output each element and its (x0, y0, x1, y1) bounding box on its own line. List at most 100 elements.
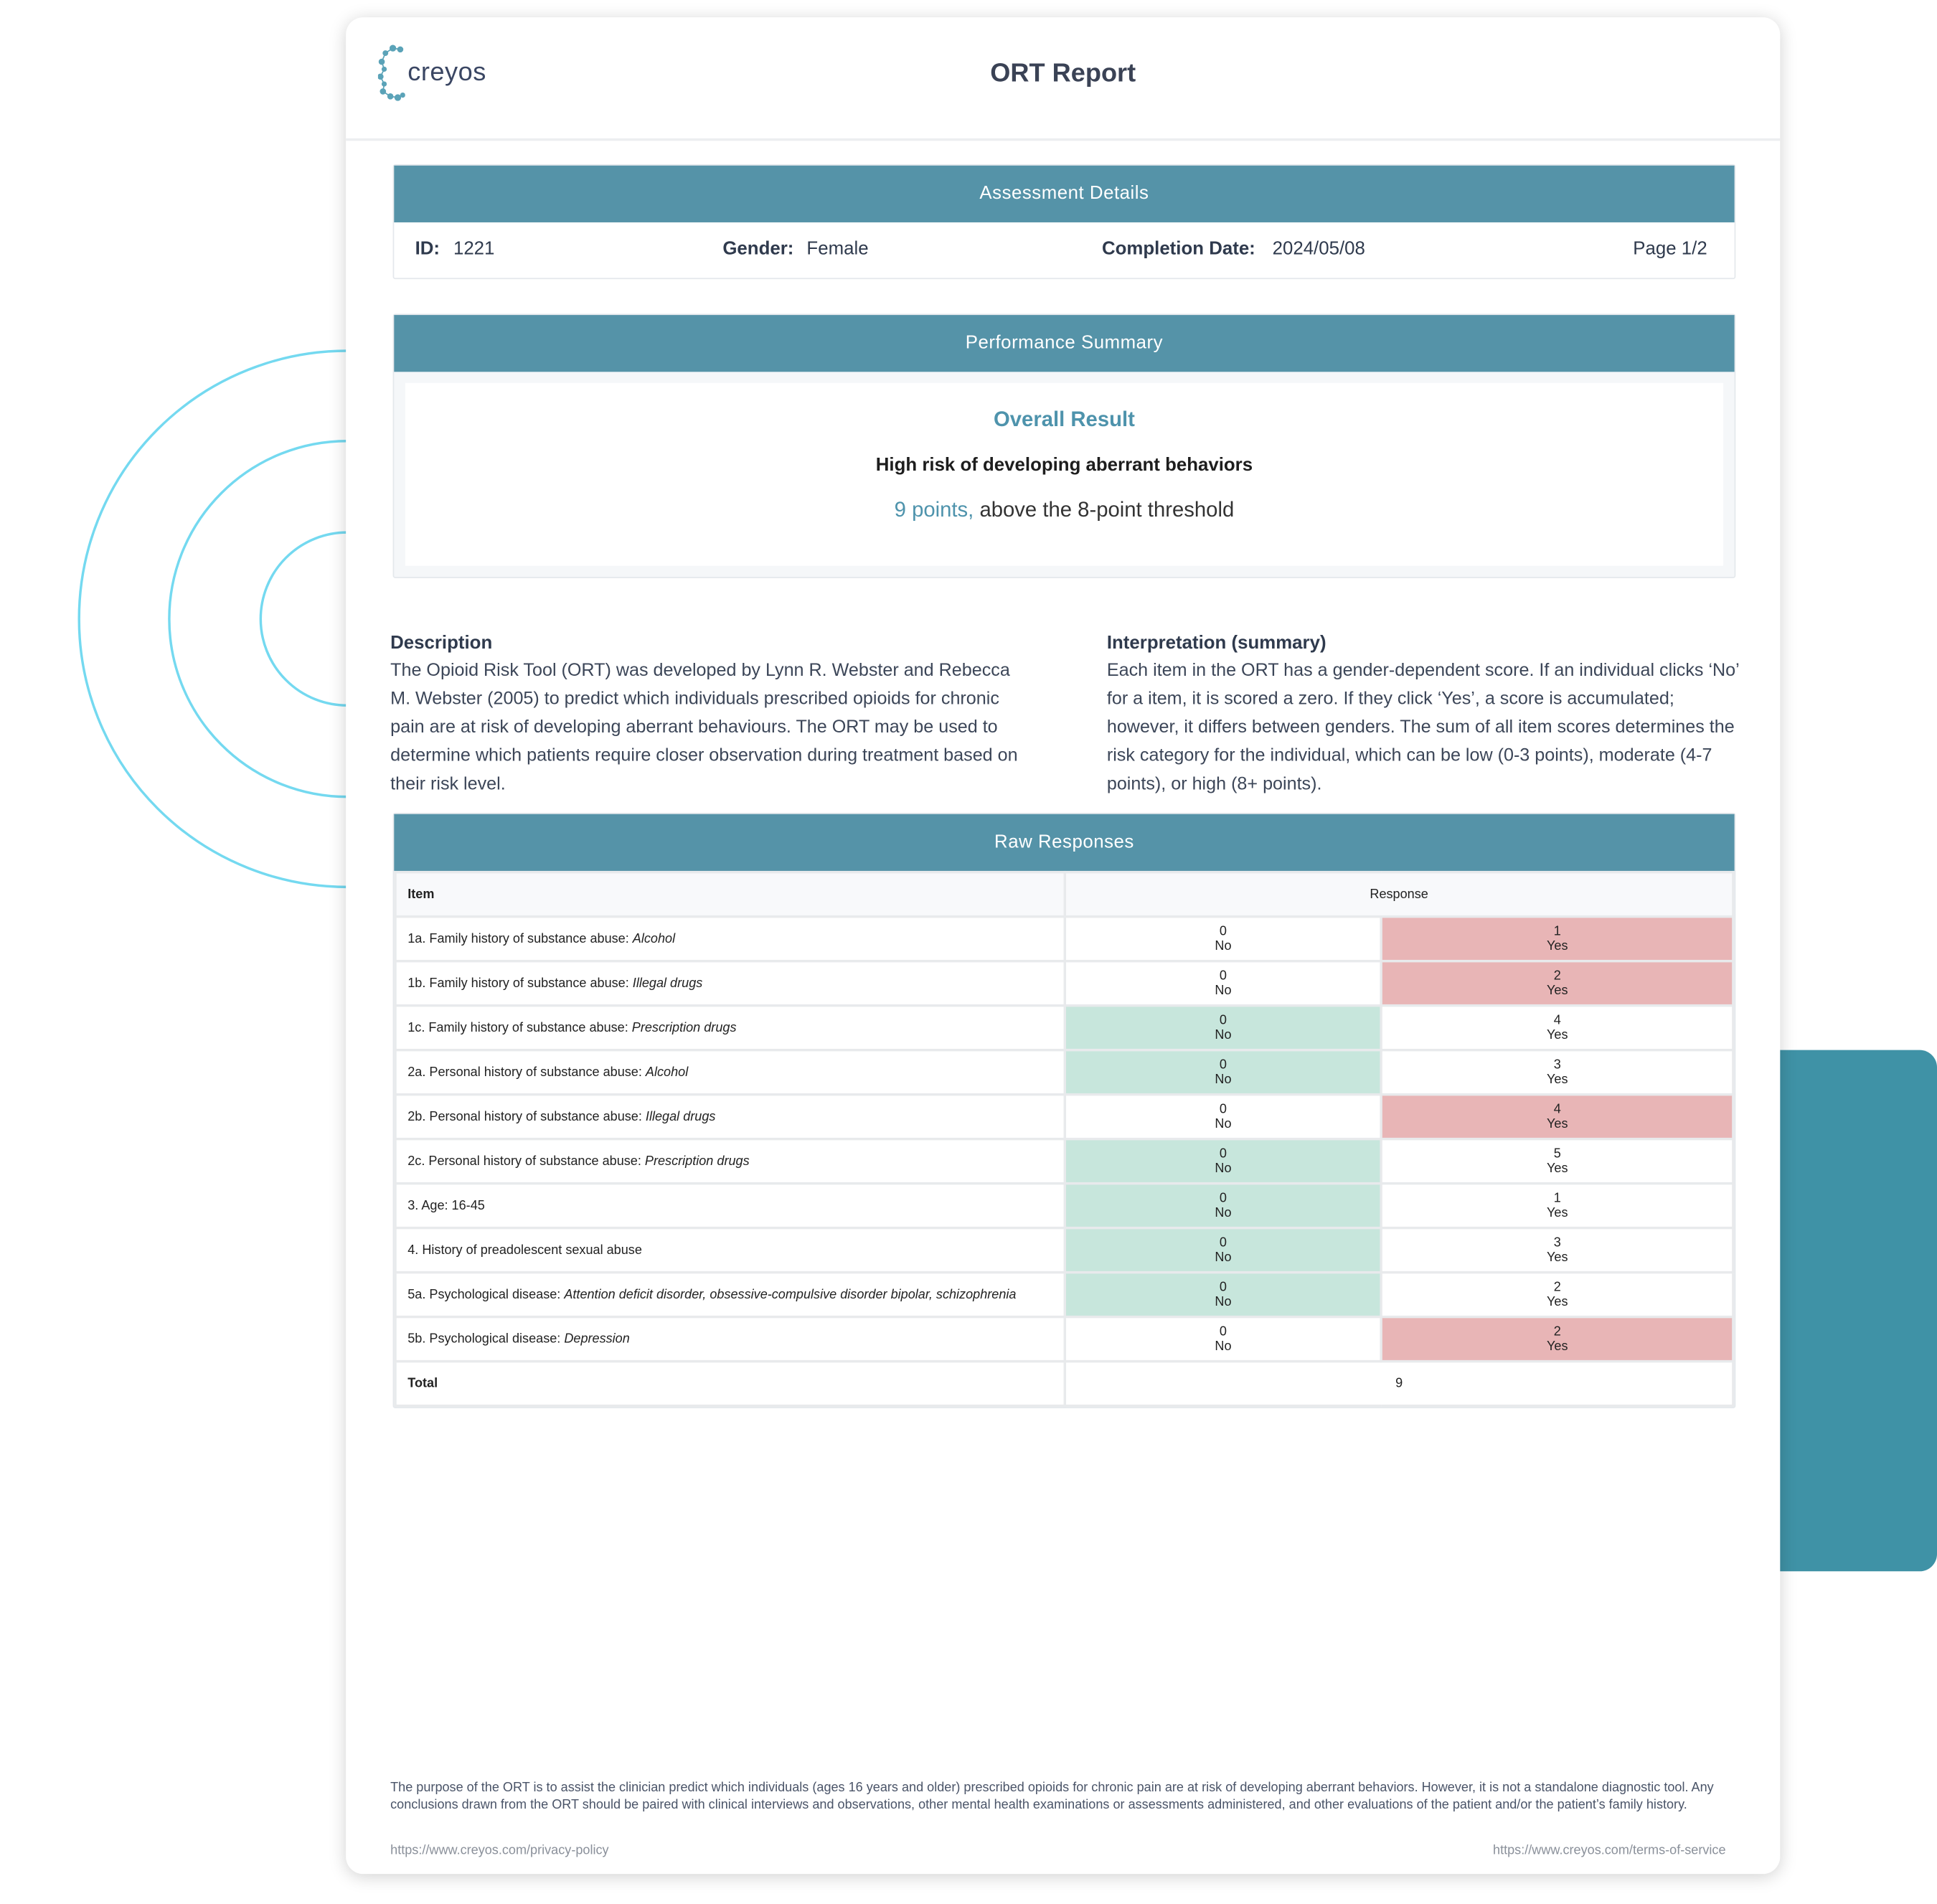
no-score: 0 (1219, 1146, 1227, 1161)
logo: creyos (377, 44, 486, 101)
no-label: No (1215, 1161, 1232, 1177)
privacy-policy-link[interactable]: https://www.creyos.com/privacy-policy (390, 1843, 609, 1858)
response-no-cell: 0 No (1063, 1137, 1383, 1185)
item-text: 2c. Personal history of substance abuse: (407, 1154, 645, 1169)
no-label: No (1215, 1027, 1232, 1043)
item-cell: 1b. Family history of substance abuse: I… (394, 959, 1067, 1007)
yes-score: 4 (1553, 1012, 1561, 1028)
item-text: 5a. Psychological disease: (407, 1287, 565, 1302)
response-no-cell: 0 No (1063, 1093, 1383, 1141)
no-label: No (1215, 1339, 1232, 1354)
section-heading: Assessment Details (394, 165, 1735, 222)
gender-value: Female (806, 238, 869, 260)
total-value: 9 (1063, 1359, 1735, 1408)
no-score: 0 (1219, 1012, 1227, 1028)
item-detail: Depression (564, 1332, 630, 1347)
item-text: 1b. Family history of substance abuse: (407, 976, 633, 991)
date-value: 2024/05/08 (1272, 238, 1365, 260)
table-row: 4. History of preadolescent sexual abuse… (394, 1226, 1735, 1274)
response-yes-cell: 3 Yes (1380, 1048, 1735, 1096)
item-cell: 5b. Psychological disease: Depression (394, 1315, 1067, 1363)
section-heading: Performance Summary (394, 315, 1735, 372)
no-label: No (1215, 1205, 1232, 1221)
yes-label: Yes (1547, 1161, 1568, 1177)
table-row: 1a. Family history of substance abuse: A… (394, 915, 1735, 963)
table-row: 2b. Personal history of substance abuse:… (394, 1093, 1735, 1141)
item-cell: 2a. Personal history of substance abuse:… (394, 1048, 1067, 1096)
item-text: 1c. Family history of substance abuse: (407, 1020, 632, 1035)
item-text: 1a. Family history of substance abuse: (407, 931, 633, 947)
response-no-cell: 0 No (1063, 959, 1383, 1007)
section-heading: Raw Responses (394, 814, 1735, 871)
no-label: No (1215, 983, 1232, 999)
item-cell: 2c. Personal history of substance abuse:… (394, 1137, 1067, 1185)
item-detail: Prescription drugs (644, 1154, 750, 1169)
response-no-cell: 0 No (1063, 1315, 1383, 1363)
item-text: 5b. Psychological disease: (407, 1332, 565, 1347)
gender-label: Gender: (722, 238, 794, 260)
no-label: No (1215, 1072, 1232, 1088)
table-row: 5a. Psychological disease: Attention def… (394, 1271, 1735, 1319)
no-score: 0 (1219, 924, 1227, 939)
yes-score: 5 (1553, 1146, 1561, 1161)
report-header: creyos ORT Report (346, 17, 1781, 141)
no-label: No (1215, 938, 1232, 954)
yes-label: Yes (1547, 1027, 1568, 1043)
response-yes-cell: 4 Yes (1380, 1093, 1735, 1141)
yes-score: 2 (1553, 1279, 1561, 1295)
item-cell: 4. History of preadolescent sexual abuse (394, 1226, 1067, 1274)
yes-score: 1 (1553, 924, 1561, 939)
page-number: Page 1/2 (1633, 238, 1707, 260)
assessment-details: Assessment Details ID: 1221 Gender: Fema… (392, 164, 1736, 280)
threshold-text: above the 8-point threshold (974, 497, 1235, 522)
table-row: 1b. Family history of substance abuse: I… (394, 959, 1735, 1007)
response-yes-cell: 2 Yes (1380, 1271, 1735, 1319)
item-text: 4. History of preadolescent sexual abuse (407, 1243, 642, 1258)
raw-responses: Raw Responses Item Response 1a. Family h… (392, 813, 1736, 1409)
no-score: 0 (1219, 1057, 1227, 1073)
score-points: 9 points, (894, 497, 974, 522)
id-label: ID: (415, 238, 440, 260)
item-cell: 3. Age: 16-45 (394, 1182, 1067, 1230)
column-header-response: Response (1063, 870, 1735, 918)
no-score: 0 (1219, 1101, 1227, 1117)
terms-of-service-link[interactable]: https://www.creyos.com/terms-of-service (1493, 1843, 1726, 1858)
item-text: 2b. Personal history of substance abuse: (407, 1109, 646, 1124)
response-no-cell: 0 No (1063, 1048, 1383, 1096)
response-no-cell: 0 No (1063, 915, 1383, 963)
yes-label: Yes (1547, 1294, 1568, 1310)
item-cell: 1c. Family history of substance abuse: P… (394, 1004, 1067, 1052)
item-text: 2a. Personal history of substance abuse: (407, 1065, 646, 1080)
response-yes-cell: 1 Yes (1380, 915, 1735, 963)
report-page: creyos ORT Report Assessment Details ID:… (346, 17, 1781, 1875)
decor-panel (1754, 1050, 1937, 1572)
logo-text: creyos (407, 57, 486, 87)
page-title: ORT Report (990, 59, 1136, 88)
logo-molecule-icon (377, 44, 405, 101)
response-no-cell: 0 No (1063, 1182, 1383, 1230)
response-yes-cell: 2 Yes (1380, 1315, 1735, 1363)
response-yes-cell: 2 Yes (1380, 959, 1735, 1007)
yes-label: Yes (1547, 1205, 1568, 1221)
yes-label: Yes (1547, 1072, 1568, 1088)
id-value: 1221 (453, 238, 495, 260)
response-no-cell: 0 No (1063, 1271, 1383, 1319)
description: Description The Opioid Risk Tool (ORT) w… (390, 628, 1028, 799)
table-row: 2a. Personal history of substance abuse:… (394, 1048, 1735, 1096)
yes-score: 2 (1553, 1324, 1561, 1339)
no-score: 0 (1219, 969, 1227, 984)
no-score: 0 (1219, 1324, 1227, 1339)
yes-label: Yes (1547, 983, 1568, 999)
risk-category: High risk of developing aberrant behavio… (875, 454, 1253, 476)
footer-note: The purpose of the ORT is to assist the … (390, 1780, 1714, 1812)
total-row: Total 9 (394, 1359, 1735, 1408)
item-detail: Illegal drugs (632, 976, 703, 991)
no-score: 0 (1219, 1235, 1227, 1250)
table-row: 2c. Personal history of substance abuse:… (394, 1137, 1735, 1185)
response-yes-cell: 5 Yes (1380, 1137, 1735, 1185)
yes-score: 4 (1553, 1101, 1561, 1117)
interpretation-text: Each item in the ORT has a gender-depend… (1106, 661, 1739, 795)
yes-label: Yes (1547, 1339, 1568, 1354)
item-text: 3. Age: 16-45 (407, 1198, 485, 1213)
